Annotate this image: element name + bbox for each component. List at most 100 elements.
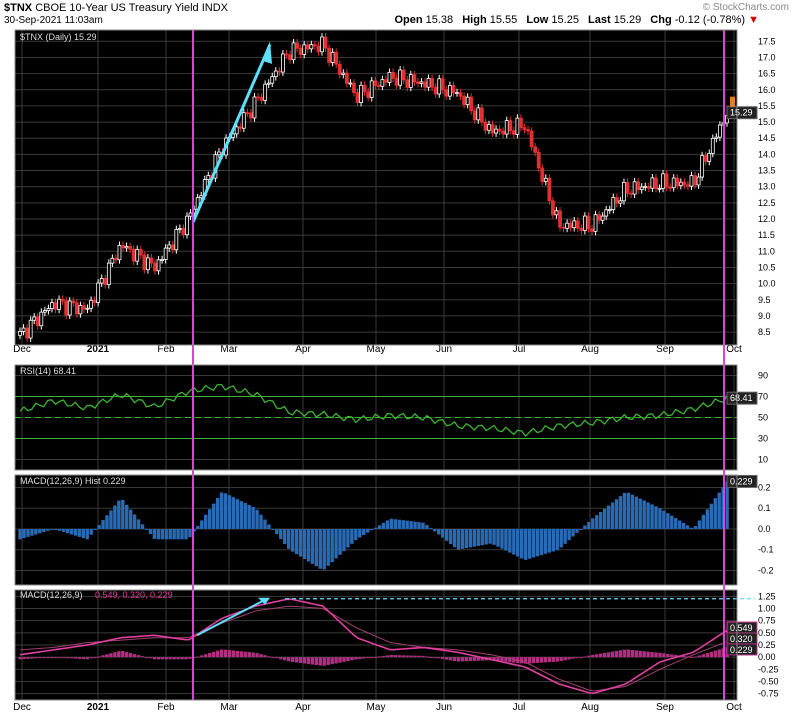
- macd-panel-hist-bar: [452, 657, 457, 662]
- macd-hist-bar: [452, 528, 457, 548]
- macd-panel-hist-bar: [283, 657, 287, 661]
- rsi-last-label: 68.41: [730, 393, 753, 403]
- month-tick-label: May: [367, 702, 386, 713]
- macd-hist-bar: [662, 510, 666, 529]
- macd-hist-bar: [148, 528, 153, 535]
- macd-panel-hist-bar: [227, 650, 232, 658]
- macd-hist-bar: [468, 528, 473, 548]
- macd-hist-bar: [670, 515, 674, 529]
- macd-hist-bar: [713, 498, 717, 529]
- macd-hist-bar: [547, 528, 552, 553]
- macd-hist-bar: [188, 528, 192, 538]
- price-candle: [380, 79, 385, 87]
- macd-hist-bar: [563, 528, 567, 544]
- macd-panel-hist-bar: [630, 649, 635, 658]
- macd-hist-bar: [666, 513, 670, 529]
- macd-hist-bar: [215, 498, 220, 529]
- price-candle: [611, 197, 616, 210]
- price-candle: [476, 107, 481, 121]
- price-candle: [586, 215, 591, 230]
- price-candle: [295, 42, 300, 49]
- price-candle: [551, 200, 555, 216]
- chg-value: -0.12 (-0.78%): [674, 14, 746, 26]
- y-tick-label: 14.0: [758, 149, 776, 159]
- macd-hist-bar: [279, 528, 283, 540]
- macd-panel-hist-bar: [136, 655, 141, 658]
- price-candle: [42, 310, 47, 313]
- price-candle: [344, 72, 349, 84]
- price-candle: [447, 85, 452, 97]
- price-candle: [78, 305, 83, 315]
- y-tick-label: 70: [758, 392, 768, 402]
- price-candle: [504, 120, 509, 135]
- macd-panel-hist-bar: [709, 651, 714, 658]
- price-candle: [419, 81, 424, 84]
- price-candle: [558, 210, 562, 228]
- macd-hist-bar: [559, 528, 563, 548]
- macd-panel-hist-bar: [642, 651, 646, 658]
- y-tick-label: 12.0: [758, 214, 776, 224]
- macd-hist-bar: [298, 528, 303, 557]
- macd-panel-hist-bar: [527, 657, 532, 664]
- macd-panel-hist-bar: [101, 655, 105, 658]
- price-candle: [547, 177, 552, 202]
- price-candle: [632, 181, 637, 195]
- macd-panel-hist-bar: [602, 652, 607, 658]
- macd-panel-hist-bar: [85, 657, 89, 660]
- macd-hist-bar: [105, 515, 109, 529]
- macd-hist-bar: [701, 514, 706, 529]
- price-candle: [103, 277, 108, 285]
- price-candle: [458, 92, 463, 97]
- macd-panel-hist-bar: [26, 657, 30, 659]
- macd-panel-hist-bar: [121, 651, 125, 658]
- price-candle: [302, 44, 307, 55]
- price-candle: [376, 85, 381, 87]
- price-candle: [519, 117, 523, 129]
- macd-panel-hist-bar: [259, 654, 263, 658]
- macd-hist-bar: [583, 525, 587, 529]
- macd-hist-bar: [128, 509, 133, 529]
- macd-panel-hist-bar: [168, 657, 172, 660]
- price-candle: [707, 152, 712, 162]
- y-tick-label: 0.2: [758, 482, 771, 492]
- macd-panel-hist-bar: [464, 657, 469, 662]
- macd-panel-hist-bar: [267, 656, 271, 658]
- macd-hist-bar: [168, 528, 172, 540]
- macd-hist-bar: [290, 528, 295, 552]
- macd-hist-bar: [642, 500, 646, 529]
- price-candle: [714, 136, 719, 139]
- macd-hist-bar: [488, 528, 492, 544]
- symbol-name: CBOE 10-Year US Treasury Yield: [35, 2, 199, 14]
- macd-panel-hist-bar: [188, 657, 192, 659]
- macd-hist-bar: [350, 528, 354, 544]
- macd-hist-bar: [417, 522, 421, 529]
- price-candle: [479, 107, 484, 123]
- price-candle: [241, 112, 246, 129]
- macd-hist-bar: [219, 492, 224, 529]
- price-candle: [451, 85, 456, 94]
- macd-hist-bar: [38, 528, 42, 534]
- macd-hist-bar: [302, 528, 307, 559]
- price-candle: [465, 96, 470, 105]
- macd-panel-hist-bar: [109, 653, 113, 658]
- macd-panel-hist-bar: [69, 657, 74, 659]
- y-tick-label: 0.75: [758, 616, 776, 626]
- macd-panel-hist-bar: [713, 650, 717, 658]
- price-candle: [281, 53, 285, 73]
- price-candle: [703, 155, 708, 162]
- macd-panel-hist-bar: [413, 655, 417, 658]
- macd-hist-bar: [381, 522, 386, 529]
- macd-hist-bar: [365, 528, 370, 533]
- price-candle: [71, 300, 76, 304]
- rsi-legend: RSI(14) 68.41: [20, 366, 76, 376]
- price-candle: [497, 128, 502, 132]
- macd-hist-bar: [429, 528, 433, 530]
- macd-hist-bar: [97, 524, 101, 529]
- macd-hist-bar: [251, 506, 255, 529]
- macd-panel-hist-bar: [618, 650, 623, 658]
- macd-hist-bar: [685, 525, 690, 529]
- macd-hist-bar: [77, 528, 82, 537]
- price-candle: [149, 257, 154, 264]
- y-tick-label: 11.0: [758, 246, 775, 256]
- macd-hist-bar: [85, 528, 89, 540]
